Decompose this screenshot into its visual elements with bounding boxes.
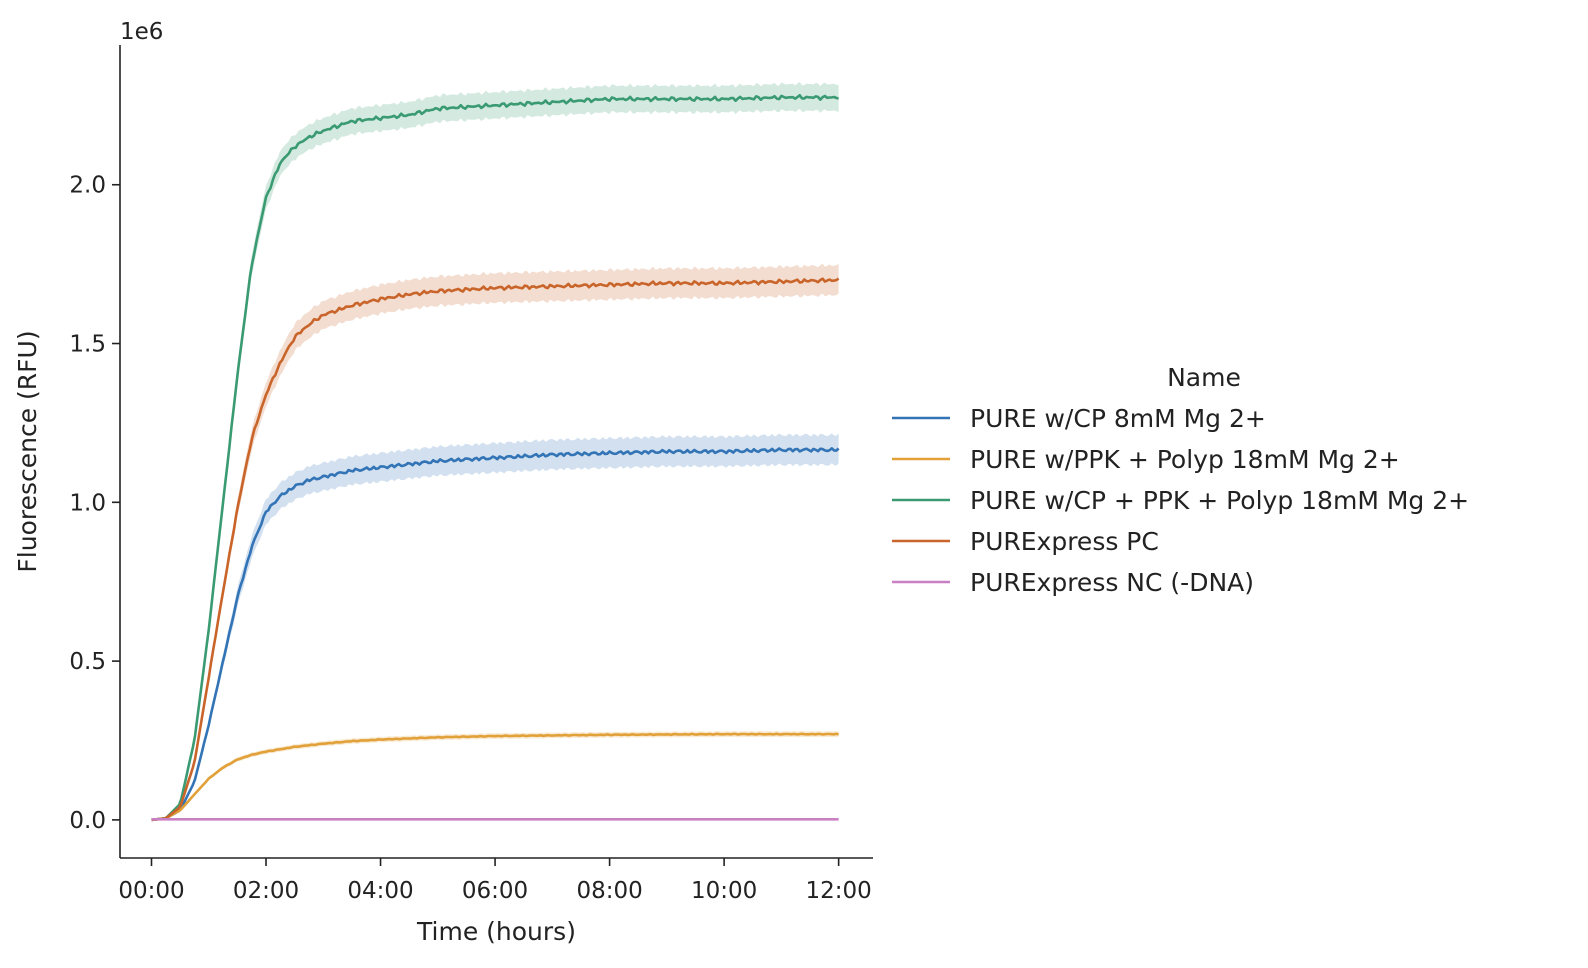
x-axis-ticks: 00:00 02:00 04:00 06:00 08:00 10:00 12:00 [118, 858, 872, 904]
series-line [151, 277, 840, 822]
legend-title: Name [1167, 363, 1241, 392]
y-axis-title: Fluorescence (RFU) [13, 330, 42, 572]
legend-label: PURExpress PC [970, 527, 1159, 556]
y-offset-label: 1e6 [120, 19, 163, 45]
series-line [151, 732, 839, 822]
x-tick-label: 06:00 [462, 878, 528, 904]
legend-label: PURE w/CP + PPK + Polyp 18mM Mg 2+ [970, 486, 1469, 515]
x-axis-title: Time (hours) [416, 917, 576, 946]
y-tick-label: 0.0 [69, 808, 106, 834]
x-tick-label: 10:00 [691, 878, 757, 904]
series-line [151, 94, 839, 822]
y-tick-label: 1.0 [69, 490, 106, 516]
legend-label: PURE w/PPK + Polyp 18mM Mg 2+ [970, 445, 1400, 474]
y-tick-label: 2.0 [69, 173, 106, 199]
legend-label: PURExpress NC (-DNA) [970, 568, 1254, 597]
series-lines [151, 94, 840, 822]
legend-items: PURE w/CP 8mM Mg 2+ PURE w/PPK + Polyp 18… [892, 404, 1469, 597]
plot-area [151, 81, 840, 822]
x-tick-label: 04:00 [347, 878, 413, 904]
y-tick-label: 0.5 [69, 649, 106, 675]
x-tick-label: 02:00 [233, 878, 299, 904]
series-line [151, 447, 840, 822]
y-axis-ticks: 0.0 0.5 1.0 1.5 2.0 [69, 173, 120, 834]
series-band [151, 433, 839, 821]
legend-label: PURE w/CP 8mM Mg 2+ [970, 404, 1266, 433]
y-tick-label: 1.5 [69, 332, 106, 358]
series-band [151, 730, 839, 821]
x-tick-label: 00:00 [118, 878, 184, 904]
legend: Name PURE w/CP 8mM Mg 2+ PURE w/PPK + Pol… [892, 363, 1469, 597]
x-tick-label: 12:00 [805, 878, 871, 904]
x-tick-label: 08:00 [576, 878, 642, 904]
